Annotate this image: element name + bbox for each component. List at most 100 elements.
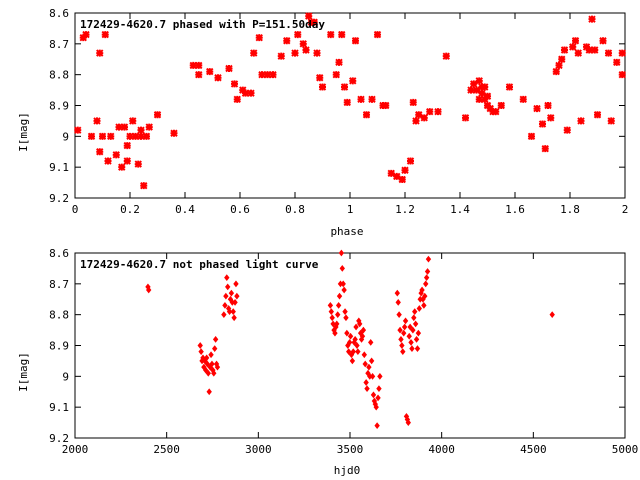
phased-data-point: [420, 114, 428, 122]
unphased-data-point: [329, 314, 335, 322]
phased-y-tick-label: 8.8: [49, 69, 69, 82]
phased-data-point: [305, 12, 313, 20]
phased-data-point: [368, 95, 376, 104]
phased-data-point: [472, 86, 481, 94]
unphased-data-point: [412, 320, 419, 328]
phased-data-point: [343, 98, 351, 107]
phased-data-point: [98, 132, 107, 141]
phased-y-tick-label: 8.7: [49, 38, 69, 51]
unphased-y-tick-label: 9.1: [49, 401, 69, 414]
phased-data-point: [153, 111, 162, 119]
unphased-data-point: [349, 357, 356, 365]
phased-data-point: [140, 181, 148, 190]
unphased-data-point: [212, 335, 219, 343]
unphased-data-points: [145, 249, 555, 430]
phased-data-point: [382, 101, 390, 110]
unphased-x-tick-label: 4000: [428, 443, 455, 456]
unphased-data-point: [234, 292, 240, 300]
unphased-data-point: [369, 372, 376, 380]
phased-data-point: [214, 74, 222, 82]
unphased-data-point: [346, 339, 353, 346]
phased-data-point: [351, 37, 360, 45]
phased-data-point: [577, 117, 585, 125]
phased-x-tick-label: 2: [622, 203, 629, 216]
phased-data-point: [571, 37, 580, 45]
phased-data-point: [442, 52, 450, 60]
unphased-data-point: [398, 335, 404, 343]
unphased-x-tick-label: 5000: [612, 443, 639, 456]
unphased-data-point: [362, 360, 368, 368]
unphased-data-point: [350, 348, 356, 356]
unphased-data-point: [233, 280, 239, 288]
unphased-data-point: [346, 348, 352, 356]
phased-chart-title: 172429-4620.7 phased with P=151.50day: [80, 18, 325, 31]
phased-data-point: [569, 43, 577, 51]
phased-data-point: [599, 37, 607, 45]
phased-data-point: [519, 95, 527, 104]
phased-data-point: [387, 169, 395, 178]
phased-data-point: [434, 107, 442, 116]
unphased-data-point: [400, 348, 406, 356]
phased-data-point: [362, 111, 371, 119]
phased-data-point: [426, 107, 434, 116]
unphased-data-point: [203, 366, 209, 374]
phased-x-tick-label: 0.2: [120, 203, 140, 216]
phased-data-point: [107, 132, 115, 141]
unphased-y-axis-label: I[mag]: [17, 352, 30, 392]
unphased-data-point: [374, 422, 380, 430]
unphased-data-point: [359, 332, 366, 340]
phased-data-point: [250, 49, 258, 57]
unphased-data-point: [327, 302, 334, 309]
unphased-data-point: [373, 403, 379, 411]
phased-data-point: [316, 74, 324, 82]
unphased-data-point: [394, 289, 400, 297]
unphased-y-tick-label: 9: [62, 370, 69, 383]
unphased-data-point: [397, 326, 403, 334]
unphased-data-point: [341, 286, 347, 294]
phased-data-point: [393, 172, 401, 181]
phased-data-point: [574, 49, 582, 57]
unphased-chart: 2000 2500 3000 3500 4000 4500 5000 8.68.78.88.…: [17, 247, 638, 477]
unphased-data-point: [411, 314, 417, 322]
phased-data-point: [74, 126, 82, 134]
phased-x-tick-label: 1.4: [450, 203, 470, 216]
phased-data-point: [87, 132, 96, 141]
unphased-data-point: [230, 308, 236, 315]
phased-data-point: [563, 126, 571, 134]
unphased-data-point: [422, 292, 428, 300]
phased-data-point: [189, 61, 197, 70]
unphased-data-point: [209, 360, 215, 368]
unphased-data-point: [401, 329, 407, 337]
phased-data-point: [533, 104, 541, 113]
unphased-y-tick-label: 9.2: [49, 432, 69, 445]
phased-data-point: [131, 132, 140, 141]
phased-data-point: [225, 64, 233, 73]
phased-data-point: [283, 37, 291, 45]
unphased-data-point: [223, 292, 229, 300]
phased-data-point: [327, 30, 335, 39]
phased-x-tick-label: 0: [72, 203, 79, 216]
unphased-data-point: [396, 311, 402, 319]
unphased-data-point: [342, 308, 348, 315]
unphased-data-point: [206, 388, 212, 396]
unphased-data-point: [355, 348, 361, 356]
phased-data-point: [277, 52, 285, 60]
phased-data-point: [241, 89, 250, 97]
unphased-data-point: [406, 332, 412, 340]
phased-data-point: [269, 70, 277, 79]
phased-data-point: [544, 101, 552, 110]
phased-data-point: [560, 46, 569, 54]
unphased-data-point: [357, 320, 363, 328]
unphased-data-point: [423, 280, 429, 288]
phased-data-point: [607, 117, 615, 125]
phased-data-point: [313, 49, 321, 57]
phased-data-point: [588, 15, 596, 23]
phased-data-point: [82, 30, 90, 39]
phased-data-point: [137, 132, 145, 141]
phased-x-tick-label: 0.4: [175, 203, 195, 216]
phased-data-point: [555, 61, 563, 70]
phased-data-point: [415, 111, 423, 119]
phased-data-point: [112, 151, 120, 159]
unphased-data-point: [231, 314, 237, 322]
unphased-data-point: [370, 391, 377, 399]
